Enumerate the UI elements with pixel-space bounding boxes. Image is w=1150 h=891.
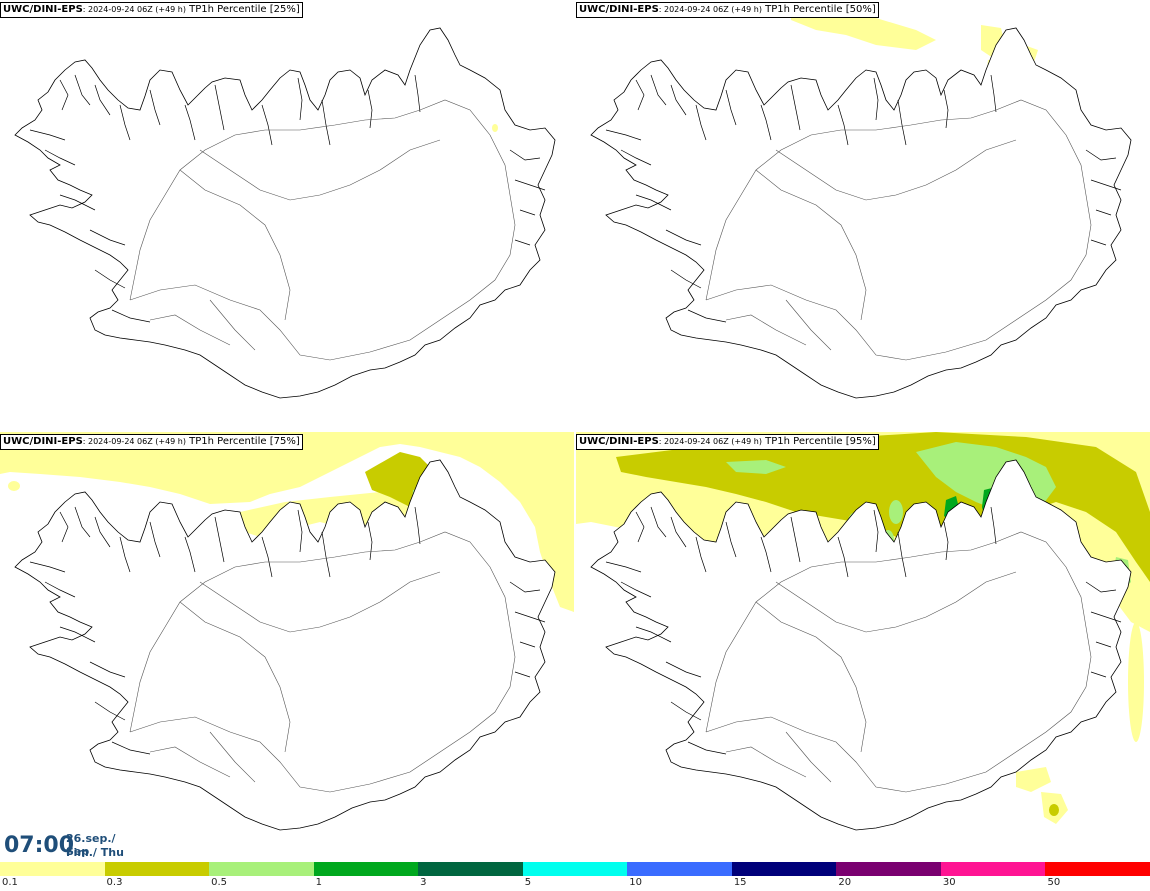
iceland-map <box>0 432 574 831</box>
colorbar-segment <box>940 862 1046 876</box>
iceland-map <box>576 432 1150 831</box>
map-panel-p50: UWC/DINI-EPS: 2024-09-24 06Z (+49 h) TP1… <box>576 0 1150 429</box>
source-label: UWC/DINI-EPS <box>579 4 659 15</box>
colorbar-tick-label: 0.5 <box>211 877 227 888</box>
variable-label: TP1h Percentile [25%] <box>185 4 300 15</box>
valid-weekday: Fim./ Thu <box>66 846 124 859</box>
colorbar-tick-label: 0.1 <box>2 877 18 888</box>
colorbar-tick-label: 20 <box>838 877 852 888</box>
panel-title: UWC/DINI-EPS: 2024-09-24 06Z (+49 h) TP1… <box>576 2 879 18</box>
colorbar-segment <box>522 862 628 876</box>
panel-title: UWC/DINI-EPS: 2024-09-24 06Z (+49 h) TP1… <box>0 2 303 18</box>
colorbar-segment <box>627 862 732 876</box>
colorbar-segment <box>0 862 105 876</box>
colorbar-tick-label: 5 <box>524 877 532 888</box>
valid-time: 07:00 <box>4 833 75 858</box>
precip-colorbar <box>0 862 1150 876</box>
iceland-map <box>14 27 556 399</box>
run-label: : 2024-09-24 06Z (+49 h) <box>82 5 186 14</box>
valid-date: 26.sep./ Sep <box>66 832 116 858</box>
colorbar-segment <box>104 862 210 876</box>
variable-label: TP1h Percentile [95%] <box>761 436 876 447</box>
source-label: UWC/DINI-EPS <box>579 436 659 447</box>
colorbar-segment <box>836 862 941 876</box>
panel-title: UWC/DINI-EPS: 2024-09-24 06Z (+49 h) TP1… <box>0 434 303 450</box>
colorbar-tick-label: 0.3 <box>106 877 123 888</box>
colorbar-segment <box>313 862 419 876</box>
source-label: UWC/DINI-EPS <box>3 436 83 447</box>
colorbar-tick-label: 10 <box>629 877 642 888</box>
map-panel-p25: UWC/DINI-EPS: 2024-09-24 06Z (+49 h) TP1… <box>0 0 574 429</box>
variable-label: TP1h Percentile [75%] <box>185 436 300 447</box>
colorbar-tick-label: 30 <box>942 877 956 888</box>
map-panel-p75: UWC/DINI-EPS: 2024-09-24 06Z (+49 h) TP1… <box>0 432 574 861</box>
iceland-map <box>590 5 1132 399</box>
panel-title: UWC/DINI-EPS: 2024-09-24 06Z (+49 h) TP1… <box>576 434 879 450</box>
colorbar-tick-label: 3 <box>420 877 427 888</box>
colorbar-tick-label: 50 <box>1047 877 1061 888</box>
run-label: : 2024-09-24 06Z (+49 h) <box>658 437 762 446</box>
colorbar-labels: 0.1 0.3 0.5 1 3 5 10 15 20 30 50 <box>0 876 1150 890</box>
map-panel-p95: UWC/DINI-EPS: 2024-09-24 06Z (+49 h) TP1… <box>576 432 1150 861</box>
colorbar-segment <box>731 862 837 876</box>
colorbar-segment <box>1045 862 1150 876</box>
colorbar-tick-label: 15 <box>733 877 747 888</box>
colorbar-segment <box>418 862 523 876</box>
variable-label: TP1h Percentile [50%] <box>761 4 876 15</box>
run-label: : 2024-09-24 06Z (+49 h) <box>658 5 762 14</box>
colorbar-segment <box>209 862 314 876</box>
source-label: UWC/DINI-EPS <box>3 4 83 15</box>
valid-time-box: 07:00 26.sep./ Sep Fim./ Thu <box>0 829 138 861</box>
colorbar-tick-label: 1 <box>315 877 322 888</box>
run-label: : 2024-09-24 06Z (+49 h) <box>82 437 186 446</box>
